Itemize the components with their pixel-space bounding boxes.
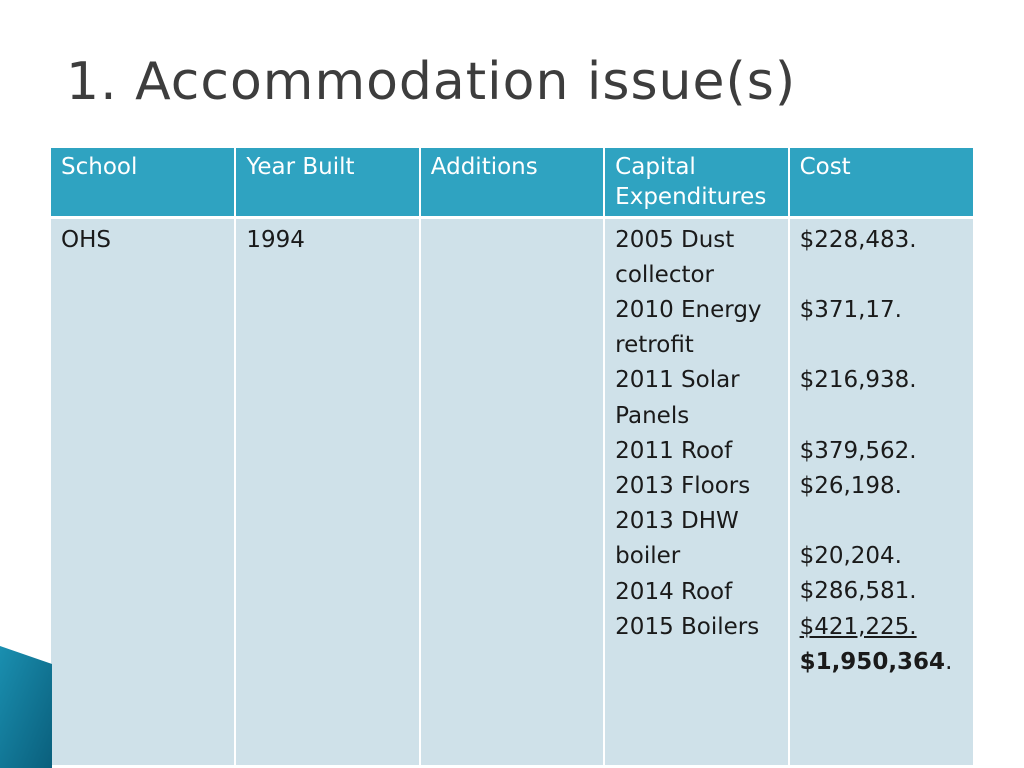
cost-line: $216,938. <box>799 367 917 394</box>
expenditure-line: 2013 DHW <box>615 508 739 535</box>
header-capital-expenditures: Capital Expenditures <box>604 148 790 219</box>
accommodation-table: School Year Built Additions Capital Expe… <box>51 148 973 765</box>
expenditure-line: boiler <box>615 543 681 570</box>
cost-line: $371,17. <box>799 296 902 323</box>
cost-line <box>800 504 963 539</box>
expenditure-line: 2013 Floors <box>615 472 751 499</box>
cost-line: $286,581. <box>799 578 917 605</box>
expenditure-line: retrofit <box>615 332 694 359</box>
header-year-built: Year Built <box>235 148 421 219</box>
cost-total: $1,950,364. <box>800 645 963 680</box>
cost-line: $228,483. <box>799 226 917 253</box>
expenditure-line: 2015 Boilers <box>615 613 760 640</box>
table-row: OHS 1994 2005 Dust collector 2010 Energy… <box>51 217 973 765</box>
cost-total-suffix: . <box>945 648 953 675</box>
cell-capital-expenditures: 2005 Dust collector 2010 Energy retrofit… <box>604 217 790 765</box>
header-cost: Cost <box>788 148 973 219</box>
table-header-row: School Year Built Additions Capital Expe… <box>51 148 973 219</box>
expenditure-line: 2014 Roof <box>615 578 733 605</box>
expenditure-line: 2011 Solar <box>615 367 740 394</box>
cost-line: $20,204. <box>799 543 902 570</box>
cost-line-underlined: $421,225. <box>799 613 917 640</box>
cost-line <box>800 328 963 363</box>
cell-school: OHS <box>51 217 237 765</box>
cost-line: $379,562. <box>799 437 917 464</box>
expenditure-line: 2010 Energy <box>615 296 762 323</box>
expenditure-line: 2011 Roof <box>615 437 733 464</box>
cell-cost: $228,483. $371,17. $216,938. $379,562. $… <box>788 217 973 765</box>
expenditure-line: Panels <box>615 402 690 429</box>
cost-line <box>800 258 963 293</box>
slide-title: 1. Accommodation issue(s) <box>66 52 797 112</box>
header-additions: Additions <box>419 148 606 219</box>
cell-year-built: 1994 <box>235 217 421 765</box>
cost-line <box>800 398 963 433</box>
cost-total-amount: $1,950,364 <box>799 648 946 675</box>
cost-line: $26,198. <box>799 472 902 499</box>
expenditure-line: collector <box>615 261 715 288</box>
expenditure-line: 2005 Dust <box>615 226 735 253</box>
header-school: School <box>51 148 237 219</box>
cell-additions <box>419 217 606 765</box>
corner-decoration <box>0 646 52 768</box>
